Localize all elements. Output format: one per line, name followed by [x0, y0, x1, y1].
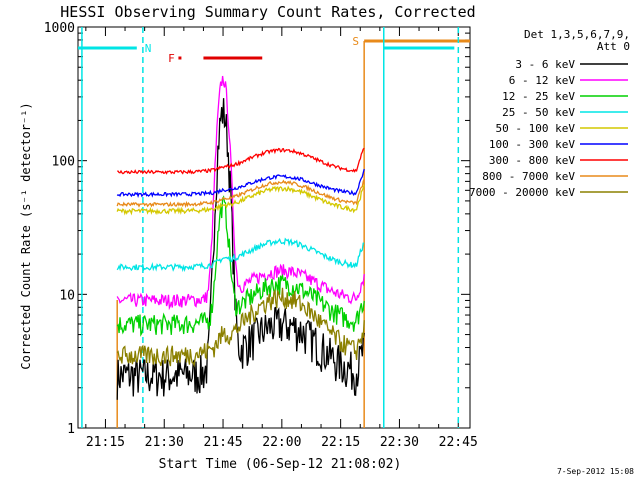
legend-entry-label: 800 - 7000 keV — [482, 170, 575, 183]
x-tick-label: 22:15 — [321, 435, 360, 450]
x-tick-label: 22:00 — [262, 435, 301, 450]
y-tick-label: 1 — [67, 422, 75, 437]
x-tick-label: 21:15 — [86, 435, 125, 450]
legend-entry-label: 12 - 25 keV — [502, 90, 575, 103]
x-tick-label: 22:30 — [380, 435, 419, 450]
legend-entry-label: 3 - 6 keV — [515, 58, 575, 71]
x-tick-label: 21:30 — [145, 435, 184, 450]
series-line — [116, 98, 365, 400]
y-tick-label: 100 — [52, 155, 75, 170]
legend-entry-label: 25 - 50 keV — [502, 106, 575, 119]
plot-frame — [77, 26, 471, 429]
flag-label: S — [352, 35, 359, 48]
x-axis-label: Start Time (06-Sep-12 21:08:02) — [159, 457, 402, 472]
series-line — [117, 147, 365, 175]
flag-label: F — [168, 52, 175, 65]
legend-header-attenuator: Att 0 — [597, 40, 630, 53]
chart-title: HESSI Observing Summary Count Rates, Cor… — [60, 3, 475, 21]
y-tick-label: 10 — [59, 288, 75, 303]
plot-area: 1 10 100 1000 21:15 21:30 21:45 22:00 22:15 22:30… — [44, 21, 478, 450]
x-tick-label: 22:45 — [439, 435, 478, 450]
legend: 3 - 6 keV 6 - 12 keV 12 - 25 keV 25 - 50 ke… — [469, 58, 628, 199]
series-line — [116, 168, 365, 198]
legend-header-detectors: Det 1,3,5,6,7,9, — [524, 28, 630, 41]
legend-entry-label: 6 - 12 keV — [509, 74, 576, 87]
series-line — [116, 287, 365, 368]
y-axis-label: Corrected Count Rate (s⁻¹ detector⁻¹) — [19, 102, 33, 369]
legend-entry-label: 7000 - 20000 keV — [469, 186, 575, 199]
legend-entry-label: 300 - 800 keV — [489, 154, 575, 167]
x-tick-label: 21:45 — [203, 435, 242, 450]
legend-entry-label: 100 - 300 keV — [489, 138, 575, 151]
series-line — [116, 195, 365, 337]
series-line — [116, 178, 365, 209]
legend-entry-label: 50 - 100 keV — [496, 122, 576, 135]
series-line — [116, 184, 365, 216]
series-line — [116, 237, 365, 273]
flag-label: N — [145, 42, 152, 55]
y-tick-label: 1000 — [44, 21, 75, 36]
series-line — [116, 75, 365, 311]
flare-dot — [178, 56, 182, 60]
timestamp-label: 7-Sep-2012 15:08 — [557, 467, 634, 476]
